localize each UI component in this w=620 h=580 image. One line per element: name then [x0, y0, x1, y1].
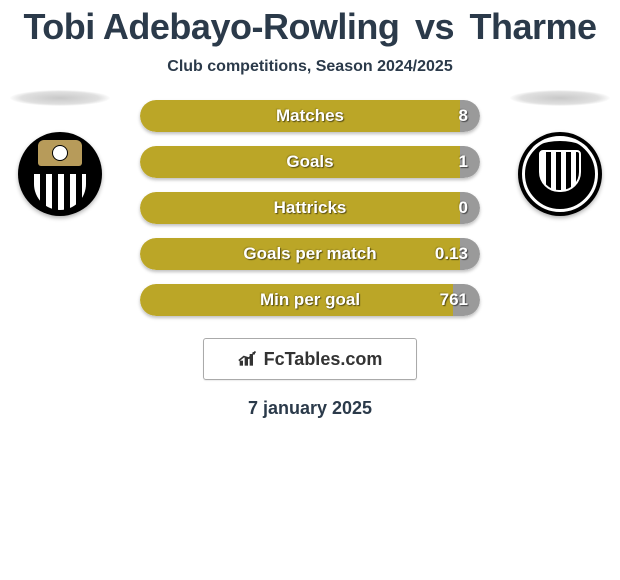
- comparison-area: Matches8Goals1Hattricks0Goals per match0…: [0, 100, 620, 316]
- club-crest-right: [518, 132, 602, 216]
- site-logo-text: FcTables.com: [264, 349, 383, 370]
- vs-label: vs: [415, 6, 454, 47]
- stat-bars: Matches8Goals1Hattricks0Goals per match0…: [140, 100, 480, 316]
- stat-label: Goals: [140, 146, 480, 178]
- site-logo: FcTables.com: [203, 338, 417, 380]
- stat-value-right: 0: [459, 192, 468, 224]
- player-1-silhouette: [10, 90, 110, 106]
- stat-row: Matches8: [140, 100, 480, 132]
- stat-row: Min per goal761: [140, 284, 480, 316]
- stat-value-right: 8: [459, 100, 468, 132]
- club-crest-left: [18, 132, 102, 216]
- stat-label: Hattricks: [140, 192, 480, 224]
- right-club-column: [510, 90, 610, 216]
- snapshot-date: 7 january 2025: [0, 398, 620, 419]
- stat-label: Matches: [140, 100, 480, 132]
- stat-label: Goals per match: [140, 238, 480, 270]
- player-2-name: Tharme: [470, 6, 597, 47]
- left-club-column: [10, 90, 110, 216]
- player-1-name: Tobi Adebayo-Rowling: [23, 6, 399, 47]
- stat-row: Hattricks0: [140, 192, 480, 224]
- stat-value-right: 761: [440, 284, 468, 316]
- subtitle: Club competitions, Season 2024/2025: [0, 58, 620, 76]
- stat-row: Goals1: [140, 146, 480, 178]
- stat-value-right: 1: [459, 146, 468, 178]
- stat-row: Goals per match0.13: [140, 238, 480, 270]
- page-title: Tobi Adebayo-Rowling vs Tharme: [0, 6, 620, 48]
- stat-value-right: 0.13: [435, 238, 468, 270]
- stat-label: Min per goal: [140, 284, 480, 316]
- comparison-card: Tobi Adebayo-Rowling vs Tharme Club comp…: [0, 0, 620, 580]
- player-2-silhouette: [510, 90, 610, 106]
- chart-icon: [238, 350, 258, 368]
